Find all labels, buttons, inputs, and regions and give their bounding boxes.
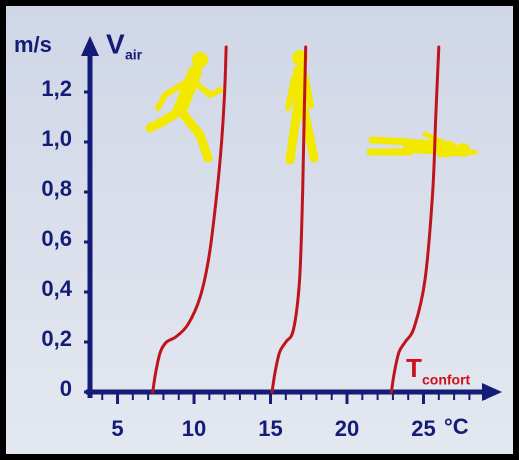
- comfort-curve: [389, 45, 441, 394]
- x-tick-label: 25: [411, 416, 435, 441]
- y-tick-label: 0,2: [41, 326, 72, 351]
- comfort-curve: [151, 45, 228, 394]
- comfort-curve: [270, 45, 308, 394]
- runner-icon: [145, 52, 223, 163]
- x-tick-label: 15: [258, 416, 282, 441]
- x-tick-label: 5: [111, 416, 123, 441]
- y-tick-label: 1,0: [41, 126, 72, 151]
- y-tick-label: 0,8: [41, 176, 72, 201]
- y-tick-label: 0,6: [41, 226, 72, 251]
- x-tick-label: 20: [335, 416, 359, 441]
- y-tick-label: 0: [60, 376, 72, 401]
- x-axis-arrow: [482, 383, 502, 401]
- x-tick-label: 10: [182, 416, 206, 441]
- y-label-sub: air: [125, 47, 143, 63]
- x-label: T: [406, 353, 422, 383]
- y-unit: m/s: [14, 32, 52, 57]
- y-axis-arrow: [81, 36, 99, 56]
- x-label-sub: confort: [422, 372, 471, 388]
- x-unit: °C: [444, 414, 469, 439]
- y-label: V: [106, 28, 125, 59]
- y-tick-label: 1,2: [41, 76, 72, 101]
- lying-icon: [366, 131, 478, 158]
- y-tick-label: 0,4: [41, 276, 72, 301]
